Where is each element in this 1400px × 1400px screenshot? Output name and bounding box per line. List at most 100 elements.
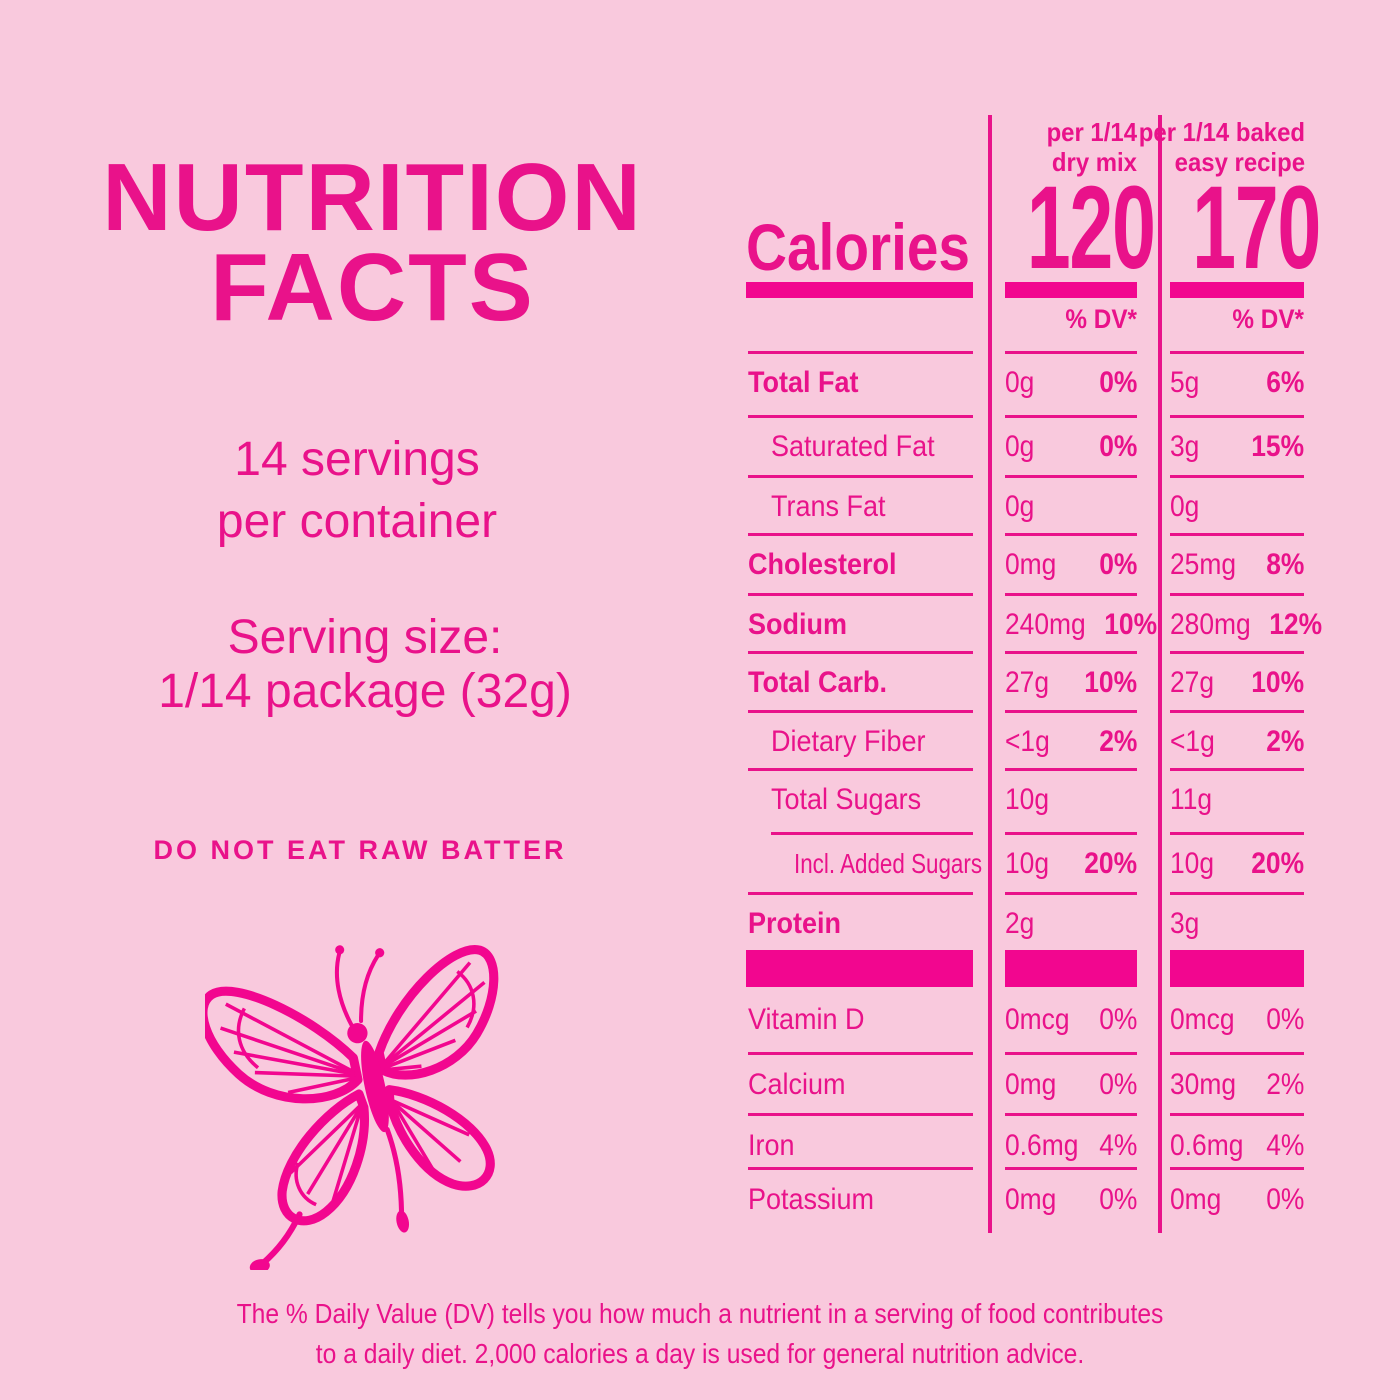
daily-value-percent: 2% [1265, 725, 1304, 758]
amount-value: 0.6mg [1170, 1129, 1244, 1162]
daily-value-percent: 15% [1251, 430, 1304, 463]
amount-value: 27g [1005, 666, 1050, 699]
daily-value-percent: 2% [1098, 725, 1137, 758]
dv-footnote-line1: The % Daily Value (DV) tells you how muc… [236, 1298, 1164, 1329]
nutrient-values: 2g [1005, 907, 1137, 941]
amount-value: 280mg [1170, 608, 1251, 641]
row-divider-line [748, 415, 973, 418]
nutrient-values: 10g [1005, 783, 1137, 817]
nutrient-label: Total Fat [748, 366, 859, 399]
nutrient-values: 0g [1005, 490, 1137, 524]
row-divider-line [1170, 351, 1304, 354]
amount-value: 0mcg [1005, 1003, 1070, 1036]
nutrient-values: 0mg 0% [1170, 1183, 1304, 1217]
separator-bar [1170, 950, 1304, 987]
nutrient-label: Total Sugars [771, 783, 922, 816]
amount-value: 0.6mg [1005, 1129, 1079, 1162]
nutrient-values: 25mg 8% [1170, 548, 1304, 582]
daily-value-percent: 10% [1084, 666, 1137, 699]
dv-header-dry-mix: % DV* [1065, 304, 1137, 334]
row-divider-line [1170, 415, 1304, 418]
amount-value: 11g [1170, 783, 1213, 816]
nutrient-values: 10g 20% [1005, 847, 1137, 881]
amount-value: 0g [1170, 490, 1200, 523]
dv-footnote: The % Daily Value (DV) tells you how muc… [0, 1294, 1400, 1374]
amount-value: 10g [1005, 783, 1050, 816]
raw-batter-warning: DO NOT EAT RAW BATTER [153, 835, 567, 865]
row-divider-line [1005, 892, 1137, 895]
row-divider-line [1005, 593, 1137, 596]
row-divider-line [771, 832, 973, 835]
nutrient-values: 280mg 12% [1170, 608, 1322, 642]
calories-underline-bar [1170, 282, 1304, 298]
nutrient-label: Trans Fat [771, 490, 886, 523]
amount-value: 0mg [1005, 548, 1057, 581]
butterfly-icon [205, 945, 499, 1270]
row-divider-line [748, 533, 973, 536]
row-divider-line [1005, 1167, 1137, 1170]
row-divider-line [1170, 832, 1304, 835]
amount-value: 5g [1170, 366, 1200, 399]
daily-value-percent: 2% [1265, 1068, 1304, 1101]
serving-size-line2: 1/14 package (32g) [158, 665, 572, 718]
amount-value: 0mcg [1170, 1003, 1235, 1036]
nutrient-values: 0g [1170, 490, 1304, 524]
nutrient-values: 240mg 10% [1005, 608, 1157, 642]
row-divider-line [1005, 832, 1137, 835]
nutrient-values: 0mg 0% [1005, 548, 1137, 582]
calories-heading: Calories [746, 210, 971, 284]
row-divider-line [1170, 475, 1304, 478]
daily-value-percent: 6% [1265, 366, 1304, 399]
column-header-baked-recipe: per 1/14 baked easy recipe [1121, 117, 1305, 177]
row-divider-line [748, 1113, 973, 1116]
row-divider-line [1005, 710, 1137, 713]
nutrient-values: 0mg 0% [1005, 1183, 1137, 1217]
nutrient-values: 27g 10% [1170, 666, 1304, 700]
daily-value-percent: 10% [1103, 608, 1157, 641]
row-divider-line [748, 475, 973, 478]
nutrient-values: 0g 0% [1005, 430, 1137, 464]
page-title-line1: NUTRITION [102, 144, 643, 251]
daily-value-percent: 0% [1265, 1183, 1304, 1216]
amount-value: 25mg [1170, 548, 1237, 581]
column-divider-line [988, 115, 992, 1233]
servings-per-container: 14 servings per container [82, 429, 632, 553]
amount-value: 0mg [1170, 1183, 1222, 1216]
amount-value: 0mg [1005, 1068, 1057, 1101]
nutrient-values: 0mcg 0% [1005, 1003, 1137, 1037]
nutrient-values: 0mg 0% [1005, 1068, 1137, 1102]
serving-size-line1: Serving size: [227, 611, 503, 664]
nutrient-values: 0.6mg 4% [1170, 1129, 1304, 1163]
row-divider-line [1005, 533, 1137, 536]
row-divider-line [748, 710, 973, 713]
row-divider-line [1005, 1113, 1137, 1116]
daily-value-percent: 0% [1098, 1003, 1137, 1036]
nutrient-values: 11g [1170, 783, 1304, 817]
row-divider-line [1170, 1167, 1304, 1170]
nutrient-label: Incl. Added Sugars [794, 848, 983, 879]
servings-line1: 14 servings [234, 433, 480, 486]
daily-value-percent: 20% [1084, 847, 1137, 880]
amount-value: 240mg [1005, 608, 1086, 641]
nutrient-label: Saturated Fat [771, 430, 935, 463]
nutrient-label: Protein [748, 907, 842, 940]
row-divider-line [1005, 1052, 1137, 1055]
page-title-line2: FACTS [210, 234, 535, 341]
calories-value-dry-mix: 120 [1026, 162, 1156, 294]
serving-size: Serving size: 1/14 package (32g) [55, 611, 675, 719]
daily-value-percent: 4% [1098, 1129, 1137, 1162]
daily-value-percent: 0% [1098, 1183, 1137, 1216]
nutrient-values: 5g 6% [1170, 366, 1304, 400]
nutrient-values: 30mg 2% [1170, 1068, 1304, 1102]
row-divider-line [1170, 593, 1304, 596]
row-divider-line [1005, 475, 1137, 478]
row-divider-line [748, 1052, 973, 1055]
amount-value: 10g [1170, 847, 1215, 880]
amount-value: 0g [1005, 366, 1035, 399]
row-divider-line [1005, 351, 1137, 354]
daily-value-percent: 20% [1251, 847, 1304, 880]
amount-value: <1g [1005, 725, 1050, 758]
calories-underline-bar [1005, 282, 1137, 298]
daily-value-percent: 0% [1098, 1068, 1137, 1101]
